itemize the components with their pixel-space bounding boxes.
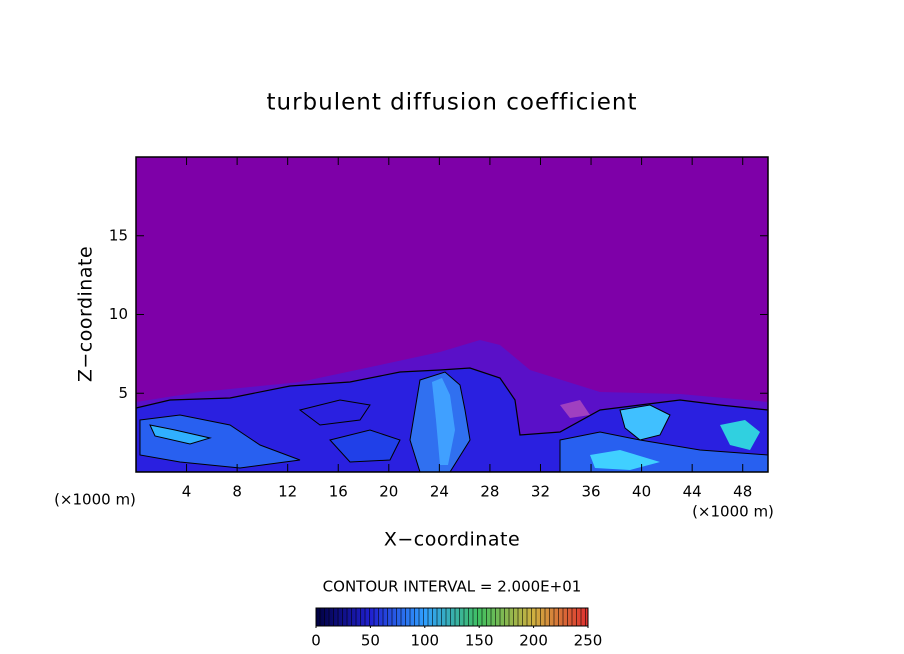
x-tick-label: 8 [232,483,242,501]
x-tick-label: 4 [182,483,192,501]
x-tick-label: 28 [480,483,499,501]
contour-interval-label: CONTOUR INTERVAL = 2.000E+01 [323,578,582,596]
contour-field [136,157,768,472]
x-tick-label: 44 [683,483,702,501]
y-axis-label: Z−coordinate [75,246,97,382]
x-tick-label: 20 [379,483,398,501]
x-tick-label: 12 [278,483,297,501]
colorbar [315,607,589,627]
colorbar-tick-label: 250 [574,632,603,650]
colorbar-tick-label: 150 [465,632,494,650]
x-tick-label: 36 [581,483,600,501]
x-tick-label: 48 [733,483,752,501]
x-tick-label: 24 [430,483,449,501]
x-tick-label: 16 [329,483,348,501]
colorbar-tick-label: 50 [361,632,380,650]
colorbar-tick-label: 0 [311,632,321,650]
y-tick-label: 15 [109,226,128,244]
chart-title: turbulent diffusion coefficient [266,90,637,116]
y-tick-label: 5 [118,384,128,402]
x-axis-label: X−coordinate [384,529,520,551]
x-tick-label: 32 [531,483,550,501]
colorbar-tick-label: 100 [410,632,439,650]
y-unit-label: (×1000 m) [54,491,136,509]
y-tick-label: 10 [109,305,128,323]
x-tick-label: 40 [632,483,651,501]
x-unit-label: (×1000 m) [692,503,774,521]
colorbar-tick-label: 200 [519,632,548,650]
